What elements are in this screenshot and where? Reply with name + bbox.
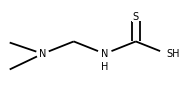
Text: H: H [101,62,108,72]
Text: N: N [39,49,46,59]
Text: SH: SH [167,49,180,59]
Text: N: N [101,49,108,59]
Text: S: S [133,12,139,22]
